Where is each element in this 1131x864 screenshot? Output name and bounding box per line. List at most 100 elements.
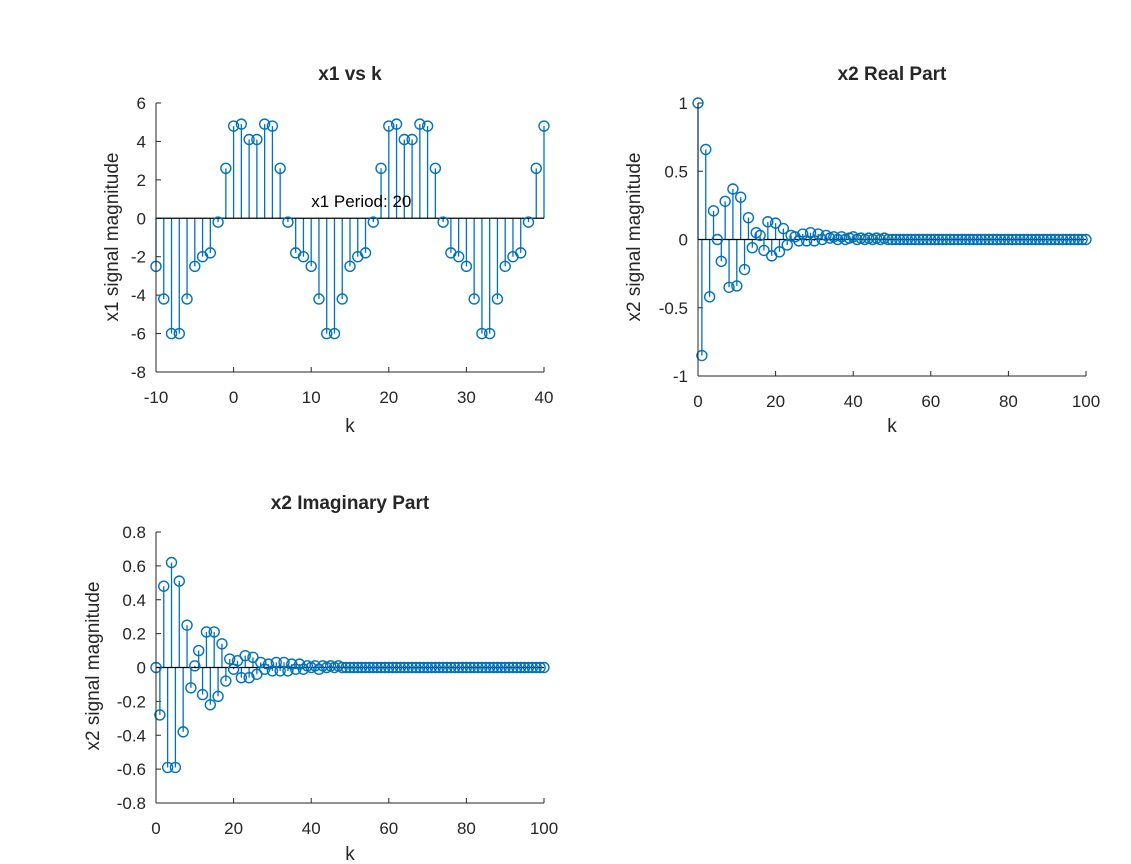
x-axis-label: k [887,416,897,437]
stem-marker [967,233,980,246]
stem-marker [727,183,739,195]
stem-marker [940,233,953,246]
stem-marker [235,118,248,130]
stem-marker [1010,233,1022,246]
y-tick-label: 0.5 [664,162,688,181]
stem-marker [1022,233,1034,246]
stem-marker [363,661,376,674]
stem-marker [960,233,972,246]
stem-marker [258,118,271,130]
x-tick-label: 60 [379,819,398,838]
stem-marker [452,251,465,263]
stem-marker [738,263,751,276]
stem-marker [282,216,294,228]
x-tick-label: 60 [921,392,940,411]
stem-marker [963,233,976,246]
stem-marker [398,661,411,674]
y-tick-label: -0.2 [117,692,146,711]
stem-marker [313,293,325,305]
stem-marker [158,293,170,305]
stem-marker [359,247,372,259]
stem-marker [882,233,894,246]
stem-marker [769,217,782,229]
stem-marker [1072,233,1084,246]
stem-marker [901,233,914,246]
stem-marker [1064,233,1077,246]
plot-x2-real-part: x2 Real Part k x2 signal magnitude -1 -0.… [624,64,1100,437]
stem-marker [274,162,286,175]
y-tick-label: -0.8 [117,794,146,813]
stem-marker [204,699,217,711]
stem-marker [402,661,414,674]
y-tick-label: -4 [131,286,146,305]
stem-marker [394,661,407,674]
y-tick-label: 1 [679,94,688,113]
stem-marker [460,661,473,674]
y-tick-label: 0.4 [122,591,146,610]
stem-marker [522,216,535,228]
stem-marker [165,556,178,569]
stem-marker [196,688,209,701]
stem-marker [928,233,941,246]
stem-marker [773,246,786,258]
plot-title: x1 vs k [318,64,382,85]
stem-marker [897,233,910,246]
stem-marker [518,661,531,674]
stem-marker [1053,233,1065,246]
stem-marker [336,661,348,674]
stem-marker [503,661,515,674]
stem-marker [204,247,217,259]
stem-marker [1068,233,1081,246]
stem-marker [703,291,716,303]
stem-marker [1041,233,1053,246]
stem-marker [437,661,449,674]
x-tick-label: 0 [151,819,160,838]
stem-marker [1006,233,1018,246]
stem-marker [154,709,166,721]
x-tick-label: 20 [766,392,785,411]
y-tick-label: 0 [679,231,688,250]
plot-x1-vs-k: x1 vs k k x1 signal magnitude -8 -6 -4 -2 0 2… [102,64,553,437]
stem-marker [1037,233,1050,246]
stem-marker [909,233,921,246]
stem-marker [379,661,391,674]
stem-marker [719,195,731,207]
x-tick-label: 80 [457,819,476,838]
y-ticks: -1 -0.5 0 0.5 1 [659,94,703,386]
stem-marker [297,663,310,675]
stem-marker [1057,233,1069,246]
stem-marker [359,661,372,674]
stem-marker [220,162,232,175]
stem-marker [700,143,712,156]
x-tick-label: 0 [229,388,238,407]
stem-marker [1045,233,1057,246]
x-tick-label: 40 [844,392,863,411]
stem-marker [181,293,193,305]
stem-marker [530,661,542,674]
stem-marker [921,233,933,246]
y-tick-label: -0.4 [117,726,146,745]
stem-marker [777,222,790,235]
stem-marker [464,661,476,674]
x-ticks: -10 0 10 20 30 40 [144,367,553,407]
plot-title: x2 Imaginary Part [271,493,430,514]
stem-marker [433,661,445,674]
stem-marker [499,661,511,674]
stem-marker [723,281,735,293]
stem-marker [491,661,504,674]
stem-marker [282,665,294,677]
y-tick-label: 0.6 [122,557,146,576]
stem-marker [247,651,259,664]
stem-marker [483,327,496,340]
stem-marker [161,761,174,774]
y-tick-label: -0.6 [117,760,146,779]
stem-marker [437,216,449,228]
stem-marker [522,661,535,674]
stem-marker [480,661,492,674]
stem-marker [414,661,426,674]
stem-marker [336,293,348,305]
stem-marker [375,162,387,175]
stem-marker [1014,233,1026,246]
stem-marker [758,244,770,257]
stem-marker [216,638,228,650]
